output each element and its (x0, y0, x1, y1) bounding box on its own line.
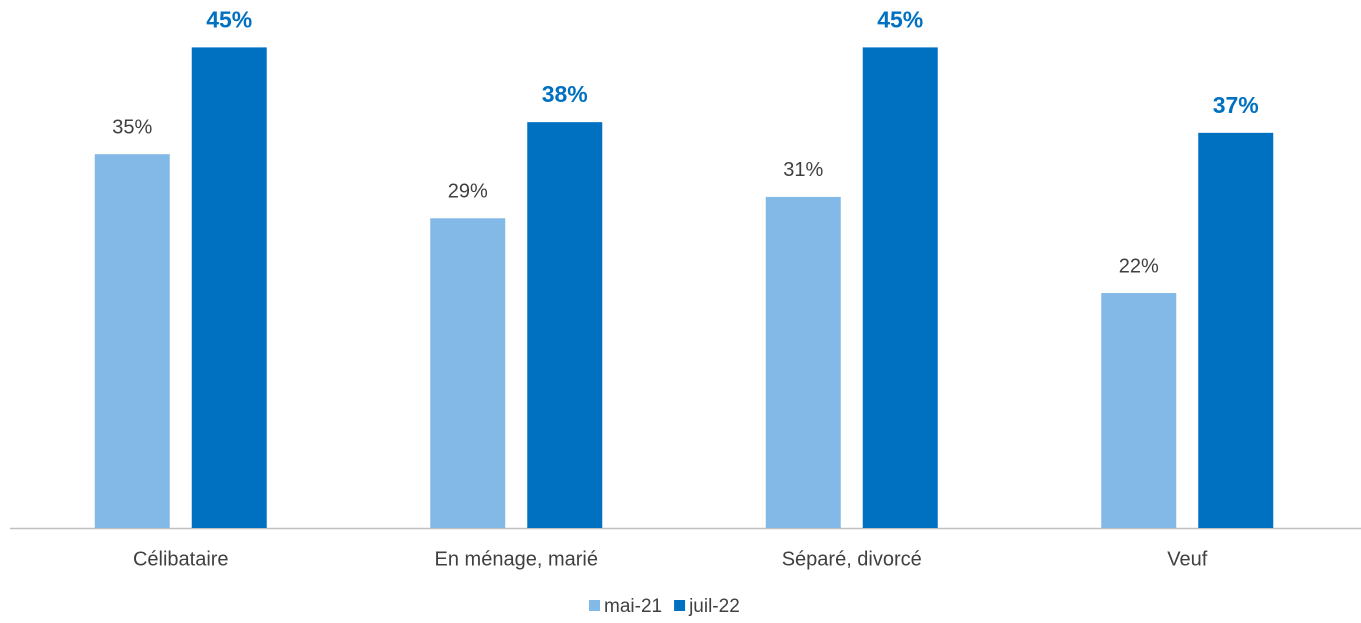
legend-label: juil-22 (688, 596, 740, 617)
data-label: 38% (542, 81, 588, 107)
x-tick-label: Célibataire (133, 548, 229, 570)
bar (1198, 132, 1274, 528)
legend-label: mai-21 (604, 596, 662, 617)
legend-swatch (589, 600, 600, 611)
data-label: 22% (1119, 255, 1159, 277)
data-label: 45% (877, 6, 923, 32)
bar (527, 122, 603, 528)
bar (1101, 293, 1177, 528)
x-tick-label: Veuf (1167, 548, 1207, 570)
bar (94, 154, 170, 528)
data-label: 37% (1213, 92, 1259, 118)
data-label: 35% (112, 116, 152, 138)
data-label: 45% (206, 6, 252, 32)
bar (430, 218, 506, 528)
data-label: 31% (783, 159, 823, 181)
bar (862, 47, 938, 529)
data-label: 29% (448, 181, 488, 203)
x-tick-label: Séparé, divorcé (782, 548, 922, 570)
legend-swatch (674, 600, 686, 611)
bar (191, 47, 267, 529)
x-tick-label: En ménage, marié (435, 548, 598, 570)
bar (765, 196, 841, 529)
